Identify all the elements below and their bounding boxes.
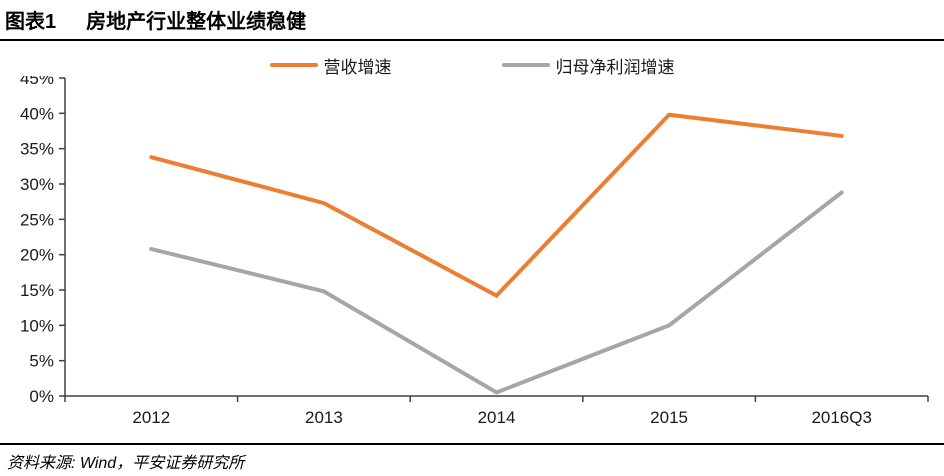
line-chart: 0% 5% 10% 15% 20% 25% 30% 35% 40% 45% 2012 2013 2014… (0, 69, 944, 432)
legend-label: 营收增速 (323, 57, 392, 77)
series-line-0 (149, 112, 844, 299)
line-chart-canvas: 0% 5% 10% 15% 20% 25% 30% 35% 40% 45% 2012 2013 2014… (20, 69, 929, 427)
y-tick-label: 20% (20, 246, 54, 265)
legend-label: 归母净利润增速 (555, 57, 675, 77)
y-tick-label: 5% (29, 352, 54, 371)
legend-line-swatch (501, 63, 550, 67)
x-tick-label: 2012 (132, 408, 170, 427)
y-tick-label: 10% (20, 316, 54, 335)
figure-title: 房地产行业整体业绩稳健 (86, 11, 307, 33)
y-tick-label: 45% (20, 76, 54, 88)
x-tick-label: 2016Q3 (811, 408, 872, 427)
legend-line-swatch (269, 63, 318, 67)
x-tick-label: 2013 (305, 408, 343, 427)
source-note: 资料来源: Wind，平安证券研究所 (7, 455, 245, 472)
legend-item-net-profit-growth: 归母净利润增速 (501, 53, 675, 78)
y-tick-label: 30% (20, 175, 54, 194)
x-tick-label: 2015 (650, 408, 688, 427)
y-tick-label: 40% (20, 104, 54, 123)
y-tick-label: 35% (20, 140, 54, 159)
y-tick-label: 25% (20, 210, 54, 229)
x-tick-label: 2014 (478, 408, 516, 427)
figure-label: 图表1 (5, 11, 57, 33)
y-tick-label: 0% (29, 387, 54, 406)
series-line-1 (149, 190, 844, 395)
chart-legend: 营收增速 归母净利润增速 (0, 53, 944, 78)
y-tick-label: 15% (20, 281, 54, 300)
figure-header: 图表1 房地产行业整体业绩稳健 (0, 0, 944, 41)
legend-item-revenue-growth: 营收增速 (269, 53, 392, 78)
figure-footer: 资料来源: Wind，平安证券研究所 (0, 443, 944, 476)
